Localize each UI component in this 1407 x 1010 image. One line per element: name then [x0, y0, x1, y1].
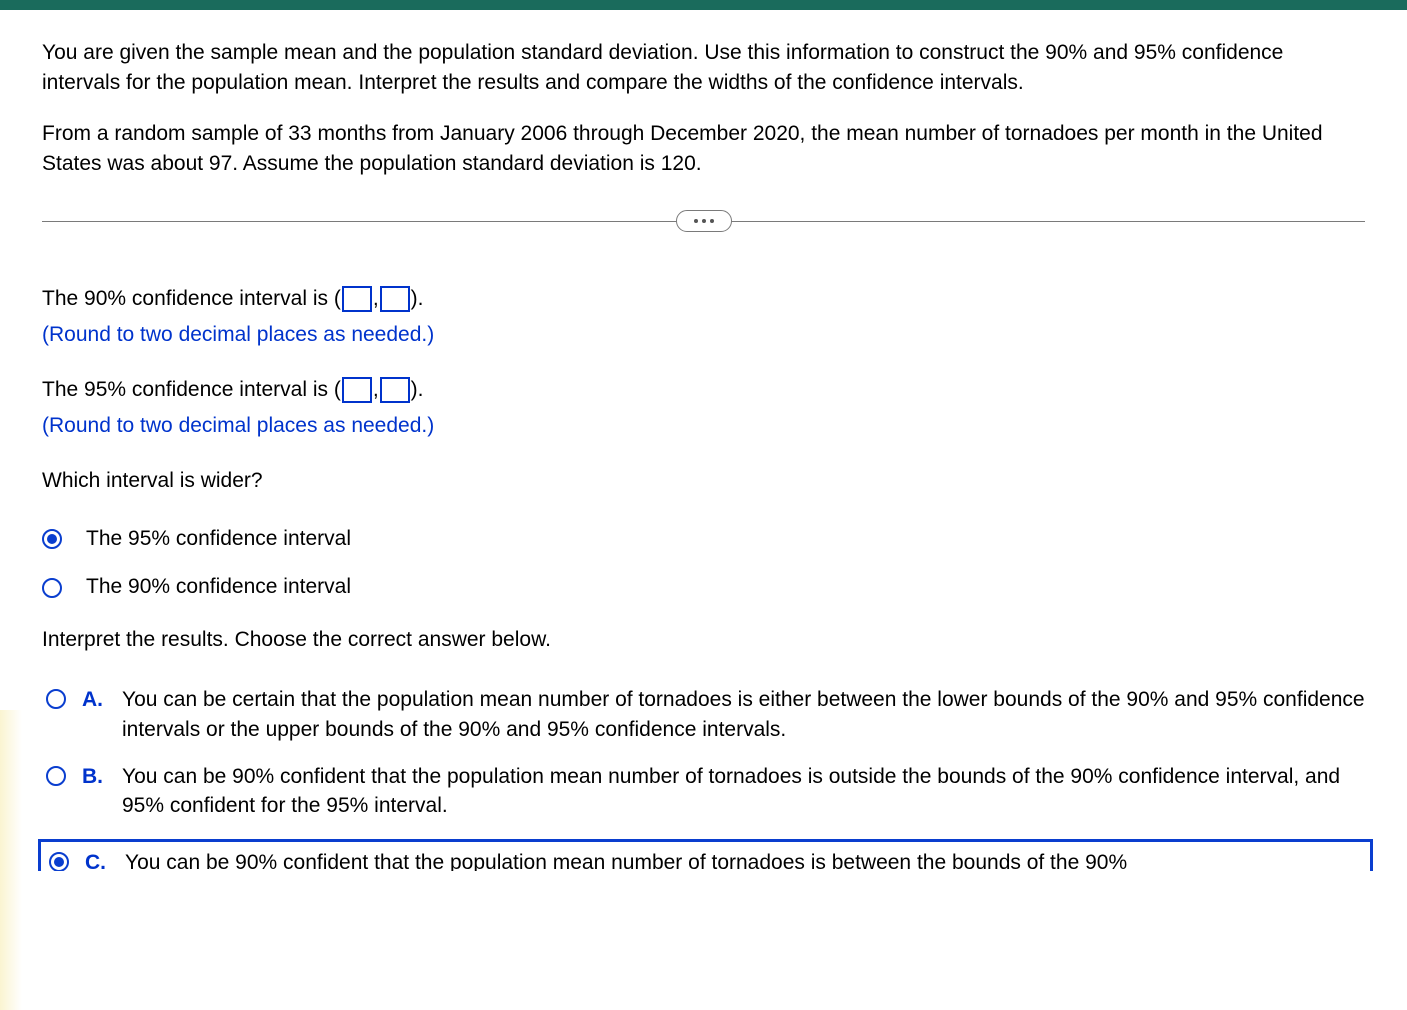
- wider-prompt: Which interval is wider?: [42, 466, 1365, 496]
- ci90-line: The 90% confidence interval is (,).: [42, 284, 1365, 314]
- wider-option-row: The 90% confidence interval: [42, 572, 1365, 602]
- interpret-radio-B[interactable]: [46, 766, 66, 786]
- interpret-letter: B.: [82, 762, 106, 792]
- expand-pill-button[interactable]: [676, 210, 732, 232]
- interpret-option-text: You can be certain that the population m…: [122, 685, 1365, 744]
- question-content: You are given the sample mean and the po…: [0, 10, 1407, 871]
- ci90-lower-input[interactable]: [342, 286, 372, 312]
- interpret-letter: A.: [82, 685, 106, 715]
- ci95-hint: (Round to two decimal places as needed.): [42, 411, 1365, 441]
- wider-option-row: The 95% confidence interval: [42, 524, 1365, 554]
- wider-radio-1[interactable]: [42, 578, 62, 598]
- interpret-option-row: A. You can be certain that the population…: [42, 685, 1365, 744]
- ci95-label-pre: The 95% confidence interval is (: [42, 378, 341, 401]
- interpret-radio-C[interactable]: [49, 852, 69, 871]
- interpret-option-row: C. You can be 90% confident that the popu…: [38, 839, 1373, 871]
- ci95-line: The 95% confidence interval is (,).: [42, 375, 1365, 405]
- wider-radio-0[interactable]: [42, 529, 62, 549]
- interpret-option-text: You can be 90% confident that the popula…: [122, 762, 1365, 821]
- ci90-upper-input[interactable]: [380, 286, 410, 312]
- interpret-radio-A[interactable]: [46, 689, 66, 709]
- context-text: From a random sample of 33 months from J…: [42, 119, 1365, 180]
- interpret-option-row: B. You can be 90% confident that the popu…: [42, 762, 1365, 821]
- ci95-label-mid: ,: [373, 378, 379, 401]
- interpret-letter: C.: [85, 848, 109, 871]
- ci90-hint: (Round to two decimal places as needed.): [42, 320, 1365, 350]
- section-divider: [42, 210, 1365, 234]
- ci95-upper-input[interactable]: [380, 377, 410, 403]
- ci95-label-post: ).: [411, 378, 424, 401]
- interpret-option-text: You can be 90% confident that the popula…: [125, 848, 1362, 871]
- wider-option-label: The 95% confidence interval: [86, 524, 351, 554]
- interpret-prompt: Interpret the results. Choose the correc…: [42, 625, 1365, 655]
- wider-option-label: The 90% confidence interval: [86, 572, 351, 602]
- left-highlight-strip: [0, 710, 22, 1010]
- ci95-lower-input[interactable]: [342, 377, 372, 403]
- ci90-label-post: ).: [411, 287, 424, 310]
- ci90-label-mid: ,: [373, 287, 379, 310]
- ci90-label-pre: The 90% confidence interval is (: [42, 287, 341, 310]
- instructions-text: You are given the sample mean and the po…: [42, 38, 1365, 99]
- top-accent-bar: [0, 0, 1407, 10]
